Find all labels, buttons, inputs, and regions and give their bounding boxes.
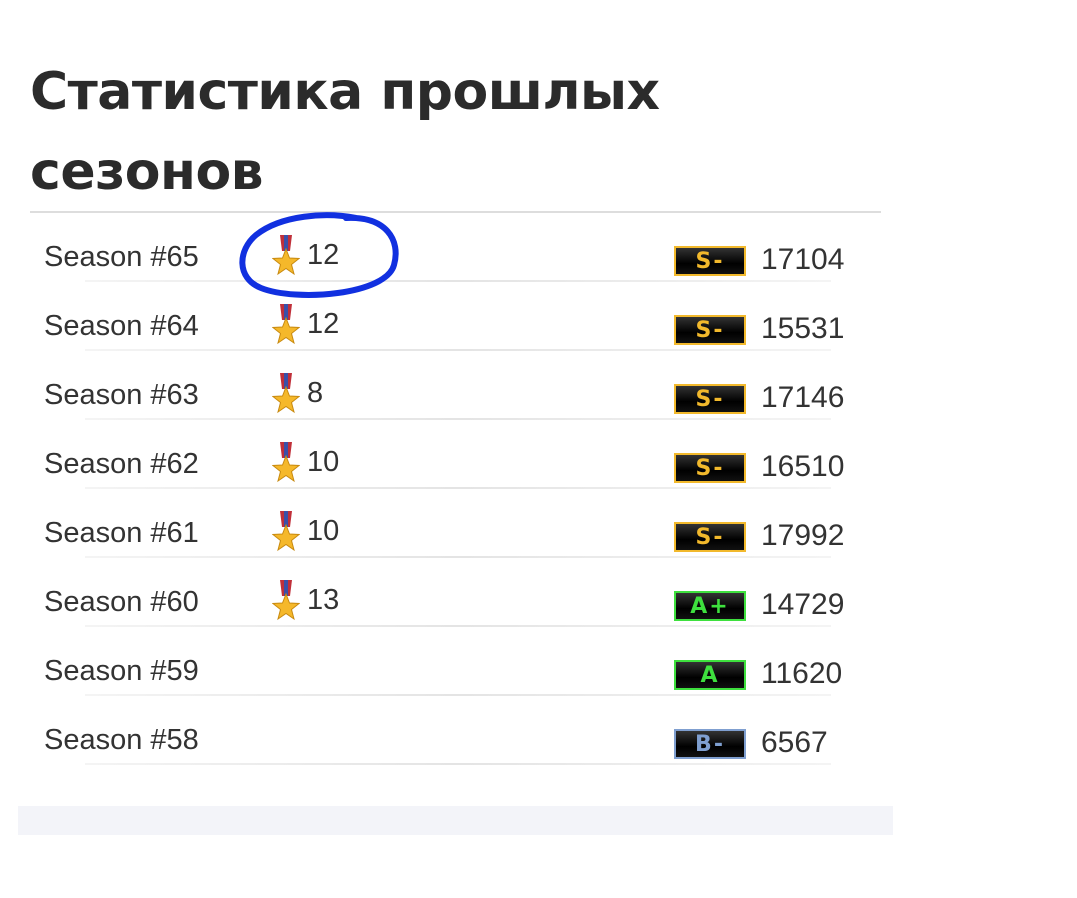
rank-badge: S-: [674, 315, 746, 345]
season-score: 11620: [761, 657, 843, 690]
medal-icon: [271, 511, 301, 553]
footer-bar: [18, 806, 893, 835]
divider: [30, 211, 881, 213]
season-label: Season #62: [44, 448, 199, 480]
table-row: Season #60 13 A+ 14729: [30, 558, 881, 627]
rank-badge: S-: [674, 246, 746, 276]
season-label: Season #61: [44, 517, 199, 549]
rank-badge: A: [674, 660, 746, 690]
season-score: 14729: [761, 588, 845, 621]
season-score: 17104: [761, 243, 845, 276]
seasons-table: Season #65 12 S- 17104 Season #64 12 S- 155…: [30, 213, 881, 765]
season-score: 17146: [761, 381, 845, 414]
table-row: Season #65 12 S- 17104: [30, 213, 881, 282]
page-title: Статистика прошлых сезонов: [30, 62, 660, 202]
medal-icon: [271, 304, 301, 346]
rank-badge: A+: [674, 591, 746, 621]
medal-count: 10: [307, 515, 340, 547]
season-label: Season #59: [44, 655, 199, 687]
medal-count: 12: [307, 239, 340, 271]
season-label: Season #64: [44, 310, 199, 342]
medal-count: 8: [307, 377, 324, 409]
season-score: 16510: [761, 450, 845, 483]
rank-badge: S-: [674, 384, 746, 414]
season-score: 17992: [761, 519, 845, 552]
medal-icon: [271, 580, 301, 622]
rank-badge: S-: [674, 453, 746, 483]
season-label: Season #60: [44, 586, 199, 618]
medal-count: 12: [307, 308, 340, 340]
table-row: Season #64 12 S- 15531: [30, 282, 881, 351]
medal-icon: [271, 235, 301, 277]
table-row: Season #58 B- 6567: [30, 696, 881, 765]
season-score: 15531: [761, 312, 845, 345]
medal-count: 10: [307, 446, 340, 478]
season-label: Season #63: [44, 379, 199, 411]
season-label: Season #65: [44, 241, 199, 273]
table-row: Season #62 10 S- 16510: [30, 420, 881, 489]
rank-badge: S-: [674, 522, 746, 552]
table-row: Season #59 A 11620: [30, 627, 881, 696]
table-row: Season #61 10 S- 17992: [30, 489, 881, 558]
rank-badge: B-: [674, 729, 746, 759]
medal-icon: [271, 442, 301, 484]
medal-icon: [271, 373, 301, 415]
medal-count: 13: [307, 584, 340, 616]
season-label: Season #58: [44, 724, 199, 756]
season-score: 6567: [761, 726, 828, 759]
table-row: Season #63 8 S- 17146: [30, 351, 881, 420]
